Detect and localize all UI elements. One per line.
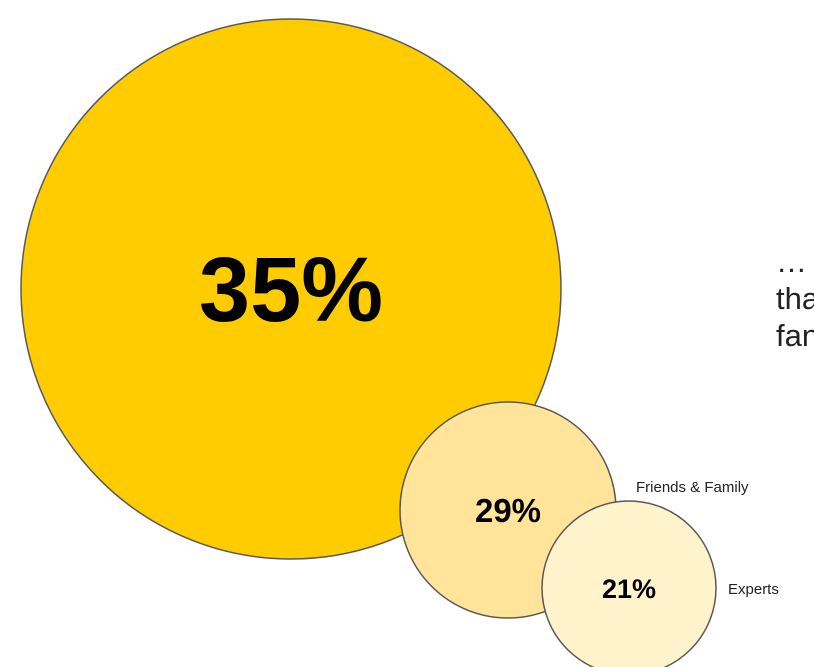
bubble-value-label-1: 35%: [199, 239, 383, 341]
bubble-series-label-3: Experts: [728, 581, 779, 598]
cropped-description-text: … tha fan: [776, 243, 814, 354]
description-line-1: …: [776, 244, 807, 279]
bubble-value-label-2: 29%: [475, 492, 541, 529]
bubble-series-label-2: Friends & Family: [636, 479, 749, 496]
description-line-2: tha: [776, 281, 814, 316]
bubble-value-label-3: 21%: [602, 574, 656, 604]
description-line-3: fan: [776, 318, 814, 353]
bubble-1: [20, 18, 562, 560]
bubble-3: [541, 500, 717, 667]
